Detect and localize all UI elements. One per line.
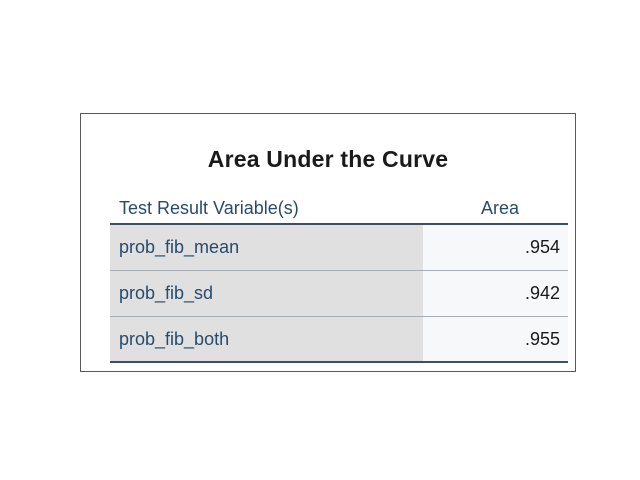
row-area-value: .955: [423, 317, 568, 361]
table-row: prob_fib_both .955: [110, 317, 568, 363]
header-test-result-variable: Test Result Variable(s): [119, 198, 299, 218]
table-row: prob_fib_sd .942: [110, 271, 568, 317]
row-area-value: .942: [423, 271, 568, 316]
table-header-row: Test Result Variable(s) Area: [110, 194, 568, 225]
table-title: Area Under the Curve: [207, 146, 449, 172]
auc-table: Test Result Variable(s) Area prob_fib_me…: [110, 194, 568, 363]
row-label: prob_fib_both: [110, 317, 423, 361]
header-area: Area: [480, 198, 520, 218]
row-label: prob_fib_sd: [110, 271, 423, 316]
output-table-frame: Area Under the Curve Test Result Variabl…: [80, 113, 576, 372]
row-label: prob_fib_mean: [110, 225, 423, 270]
row-area-value: .954: [423, 225, 568, 270]
table-row: prob_fib_mean .954: [110, 225, 568, 271]
